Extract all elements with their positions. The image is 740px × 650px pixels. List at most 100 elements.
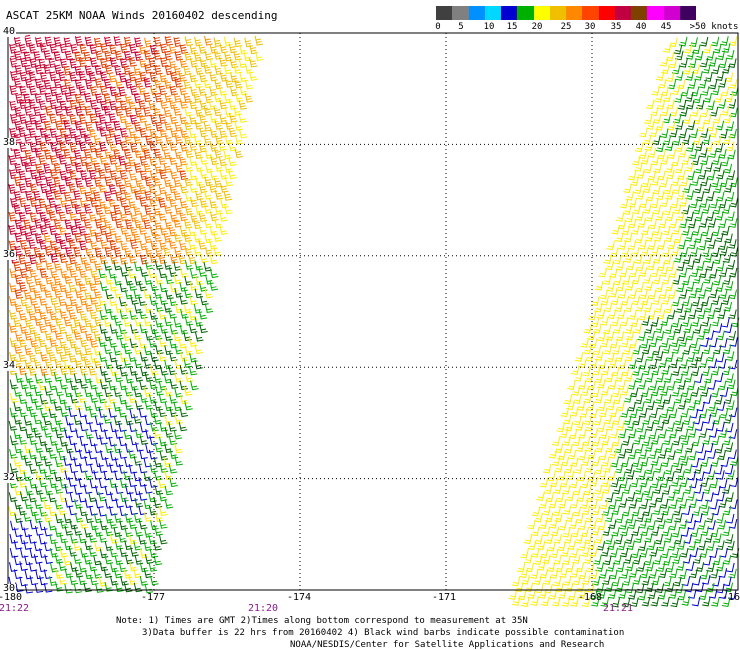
wind-barb [183,358,193,368]
wind-barb [149,548,159,558]
wind-barb [615,212,625,222]
wind-barb [569,548,579,558]
wind-barb [183,79,192,89]
wind-barb [59,478,69,489]
wind-barb [704,162,713,172]
wind-barb [717,380,727,391]
wind-barb [89,392,99,403]
wind-barb [120,240,129,251]
wind-barb [665,562,675,573]
wind-barb [559,568,568,578]
wind-barb [627,218,637,229]
wind-barb [715,261,725,272]
wind-barb [190,212,199,223]
wind-barb [542,505,551,516]
wind-barb [194,344,204,355]
wind-barb [567,590,577,601]
wind-barb [199,127,208,138]
wind-barb [715,513,725,524]
wind-barb [73,541,82,551]
wind-barb [59,379,69,390]
wind-barb [644,393,653,404]
wind-barb [154,470,163,481]
wind-barb [68,309,78,320]
wind-barb [648,219,657,230]
wind-barb [209,281,219,291]
wind-barb [620,407,629,418]
wind-barb [9,351,18,362]
wind-barb [78,393,87,403]
wind-barb [13,386,23,397]
wind-barb [641,436,651,447]
wind-barb [19,85,28,96]
wind-barb [99,366,109,376]
wind-barb [711,295,720,305]
wind-barb [552,596,561,607]
wind-barb [219,56,228,67]
wind-barb [139,196,148,207]
wind-barb [103,105,113,116]
wind-barb [33,414,43,425]
wind-barb [109,86,119,97]
wind-barb [700,155,709,165]
wind-barb [562,576,572,586]
wind-barb [641,596,651,607]
wind-barb [54,64,63,75]
wind-barb [44,204,54,215]
wind-barb [28,407,38,418]
wind-barb [83,401,93,411]
wind-barb [34,37,44,47]
wind-barb [19,114,28,124]
wind-barb [617,471,626,482]
wind-barb [623,253,633,263]
wind-barb [84,331,94,341]
wind-barb [115,78,124,89]
wind-barb [600,315,609,326]
wind-barb [557,541,566,552]
wind-barb [189,99,198,110]
wind-barb [169,324,179,335]
wind-barb [44,385,53,396]
wind-barb [698,380,708,391]
wind-barb [124,247,133,258]
wind-barb [108,436,118,447]
wind-barb [676,282,685,293]
wind-barb [575,421,584,431]
wind-barb [134,372,144,382]
wind-barb [13,204,22,215]
wind-barb [683,463,693,474]
wind-barb [655,512,665,523]
wind-barb [555,492,565,503]
wind-barb [615,261,625,271]
wind-barb [94,218,104,229]
wind-barb [233,37,243,48]
wind-barb [728,309,737,320]
wind-barb [533,575,542,585]
wind-barb [543,484,553,495]
wind-barb [84,540,93,551]
wind-barb [609,569,618,580]
wind-barb [700,337,710,347]
wind-barb [158,478,167,489]
wind-barb [669,37,678,48]
wind-barb [531,526,540,537]
wind-barb [622,575,631,586]
wind-barb [85,79,94,90]
wind-barb [651,86,660,96]
wind-barb [143,77,153,88]
wind-barb [656,562,666,572]
wind-barb [124,78,134,89]
wind-barb [725,373,734,383]
wind-barb [28,449,38,460]
wind-barb [630,247,640,257]
wind-barb [627,449,637,460]
wind-barb [128,99,137,110]
wind-barb [640,225,650,236]
wind-barb [690,387,700,397]
wind-barb [29,183,39,194]
wind-barb [73,345,83,355]
wind-barb [209,113,219,123]
wind-barb [583,554,593,564]
wind-barb [612,324,622,334]
wind-barb [108,155,118,165]
